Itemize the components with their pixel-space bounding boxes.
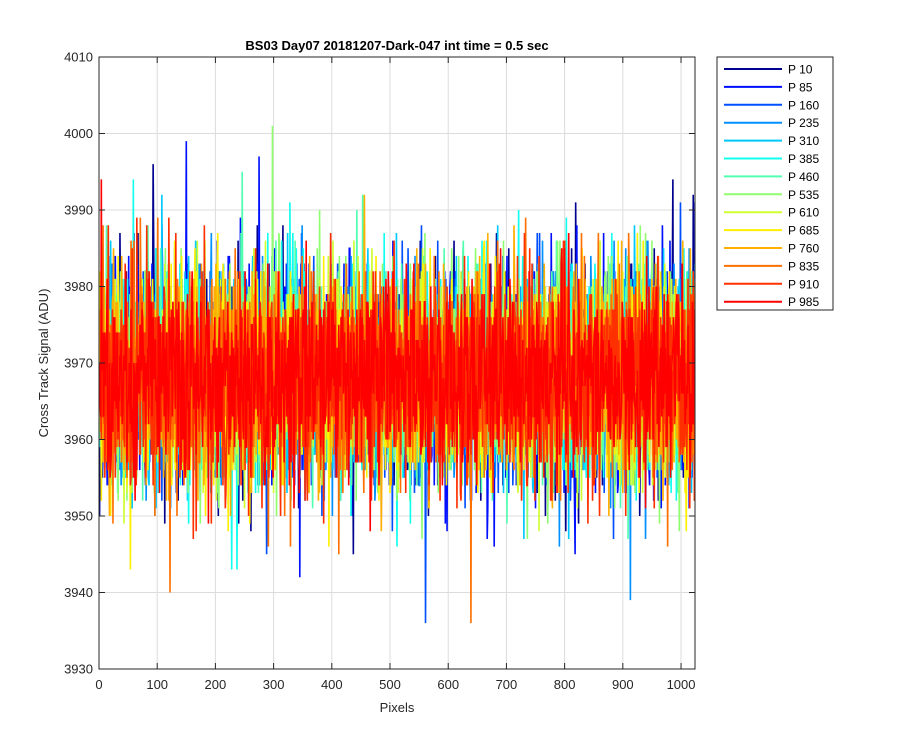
series-layer [99,125,695,624]
x-tick-label: 400 [321,677,343,692]
x-tick-label: 500 [379,677,401,692]
y-tick-label: 3980 [64,279,93,294]
y-tick-label: 3930 [64,662,93,677]
legend-items: P 10 P 85 P 160 P 235 P 310 P 385 P 460 P 535 P … [724,63,819,309]
x-tick-label: 800 [554,677,576,692]
legend-label: P 460 [788,170,819,184]
x-tick-label: 200 [205,677,227,692]
legend-label: P 910 [788,277,819,291]
y-tick-labels: 3930 3940 3950 3960 3970 3980 3990 4000 4010 [64,50,93,677]
legend-label: P 985 [788,295,819,309]
legend-label: P 535 [788,188,819,202]
x-tick-label: 700 [496,677,518,692]
x-tick-label: 900 [612,677,634,692]
legend-box [716,56,834,311]
legend-label: P 385 [788,152,819,166]
y-axis-label: Cross Track Signal (ADU) [36,289,51,438]
x-axis-label: Pixels [380,700,415,715]
x-tick-label: 600 [437,677,459,692]
x-tick-label: 0 [95,677,102,692]
x-tick-label: 300 [263,677,285,692]
y-tick-label: 3960 [64,432,93,447]
series-line-p-985 [99,179,695,532]
legend-label: P 235 [788,116,819,130]
legend-label: P 160 [788,98,819,112]
x-tick-labels: 0 100 200 300 400 500 600 700 800 900 1000 [95,677,695,692]
legend-label: P 685 [788,224,819,238]
legend-label: P 760 [788,242,819,256]
x-tick-label: 1000 [667,677,696,692]
legend: P 10 P 85 P 160 P 235 P 310 P 385 P 460 P 535 P … [716,56,834,311]
y-tick-label: 4000 [64,126,93,141]
y-tick-label: 3970 [64,356,93,371]
legend-label: P 310 [788,134,819,148]
legend-label: P 835 [788,259,819,273]
y-tick-label: 4010 [64,50,93,65]
legend-label: P 610 [788,206,819,220]
y-tick-label: 3940 [64,585,93,600]
x-tick-label: 100 [146,677,168,692]
legend-label: P 10 [788,63,813,77]
legend-label: P 85 [788,80,813,94]
axis-ticks [98,56,695,670]
y-tick-label: 3990 [64,203,93,218]
y-tick-label: 3950 [64,509,93,524]
chart-title: BS03 Day07 20181207-Dark-047 int time = … [245,38,548,53]
